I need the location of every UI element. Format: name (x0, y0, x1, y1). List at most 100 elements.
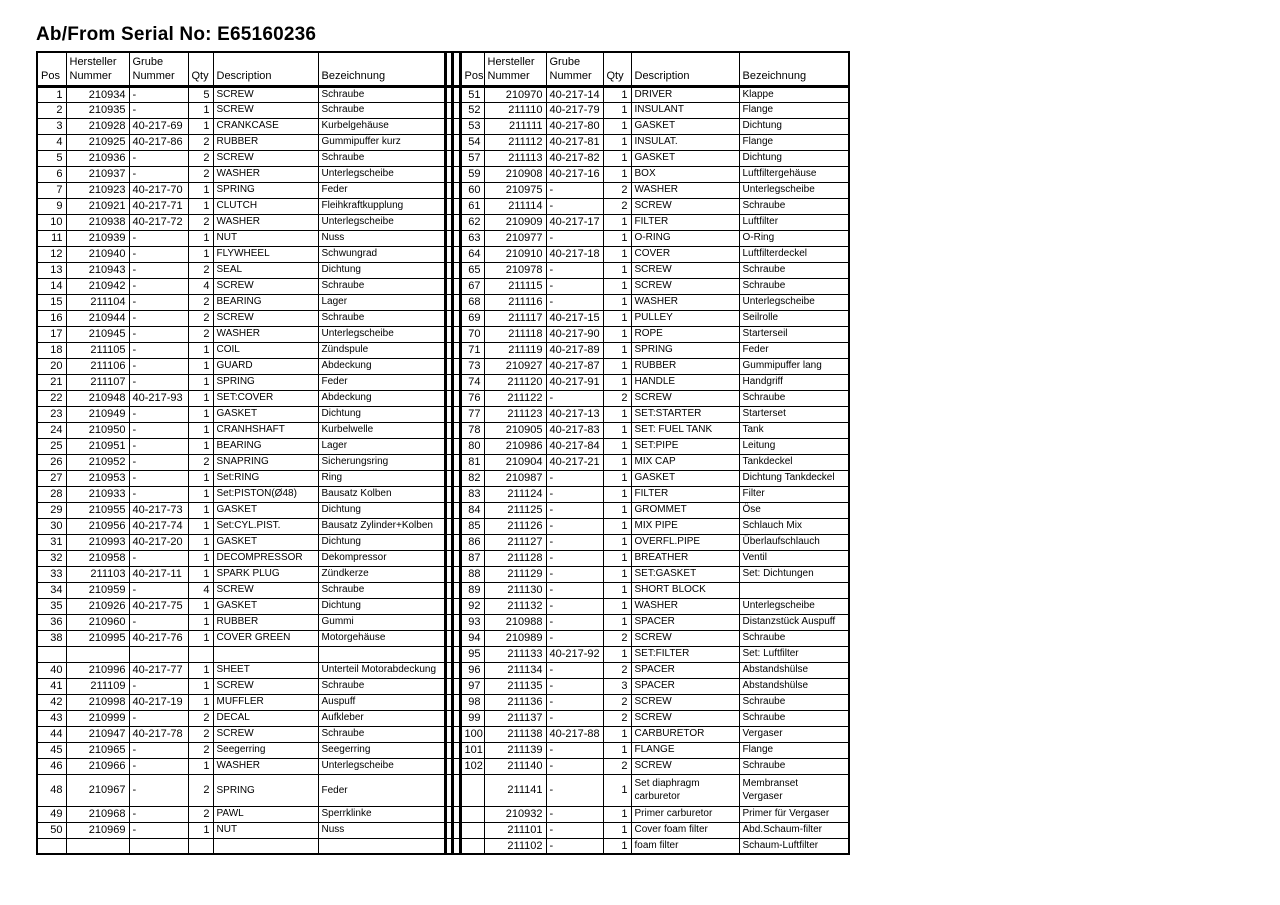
cell-pos: 99 (459, 709, 485, 727)
cell-bezeichnung: Flange (738, 741, 850, 759)
cell-bezeichnung: Feder (317, 373, 446, 391)
cell-grube-nummer: 40-217-21 (545, 453, 604, 471)
cell-qty: 1 (602, 213, 632, 231)
header-qty: Qty (602, 51, 632, 88)
cell-description: WASHER (212, 213, 319, 231)
cell-bezeichnung: Starterseil (738, 325, 850, 343)
cell-pos: 25 (36, 437, 67, 455)
cell-qty: 1 (602, 117, 632, 135)
cell-hersteller-nummer: 210977 (483, 229, 547, 247)
cell-bezeichnung: Schraube (317, 149, 446, 167)
cell-pos: 86 (459, 533, 485, 551)
cell-hersteller-nummer: 211136 (483, 693, 547, 711)
cell-pos: 34 (36, 581, 67, 599)
separator-cell (450, 229, 462, 247)
separator-cell (443, 677, 454, 695)
cell-qty: 1 (187, 597, 214, 615)
cell-pos: 57 (459, 149, 485, 167)
cell-grube-nummer: - (128, 469, 189, 487)
cell-description: SET:STARTER (630, 405, 740, 423)
cell-hersteller-nummer: 210953 (65, 469, 130, 487)
cell-bezeichnung: Flange (738, 133, 850, 151)
cell-hersteller-nummer: 210927 (483, 357, 547, 375)
cell-pos: 16 (36, 309, 67, 327)
cell-pos: 26 (36, 453, 67, 471)
cell-grube-nummer: 40-217-79 (545, 101, 604, 119)
cell-description: SCREW (212, 725, 319, 743)
separator-cell (443, 197, 454, 215)
cell-grube-nummer: - (545, 613, 604, 631)
cell-description: ROPE (630, 325, 740, 343)
cell-pos: 30 (36, 517, 67, 535)
cell-grube-nummer: 40-217-16 (545, 165, 604, 183)
cell-grube-nummer: 40-217-84 (545, 437, 604, 455)
cell-pos: 31 (36, 533, 67, 551)
cell-pos: 68 (459, 293, 485, 311)
separator-cell (450, 293, 462, 311)
cell-description: WASHER (212, 757, 319, 775)
cell-pos: 64 (459, 245, 485, 263)
cell-qty: 1 (602, 309, 632, 327)
cell-description: SHORT BLOCK (630, 581, 740, 599)
cell-description: CRANHSHAFT (212, 421, 319, 439)
cell-qty: 1 (602, 165, 632, 183)
header-row: Pos Hersteller Nummer Grube Nummer Qty Descr… (36, 51, 850, 88)
separator-cell (450, 453, 462, 471)
cell-bezeichnung: Zündspule (317, 341, 446, 359)
cell-qty (187, 645, 214, 663)
separator-cell (443, 709, 454, 727)
cell-qty: 1 (187, 405, 214, 423)
table-row: 41 211109-1 SCREW Schraube 97 211135-3 SPACER A… (36, 677, 850, 695)
cell-hersteller-nummer: 210993 (65, 533, 130, 551)
cell-qty: 1 (187, 197, 214, 215)
cell-bezeichnung: Bausatz Kolben (317, 485, 446, 503)
table-row: 32 210958-1 DECOMPRESSOR Dekompressor 87 2111… (36, 549, 850, 567)
table-row: 43 210999-2 DECAL Aufkleber 99 211137-2 SCREW S… (36, 709, 850, 727)
cell-description: SCREW (630, 757, 740, 775)
cell-description: Seegerring (212, 741, 319, 759)
table-row: 31 210993 40-217-20 1 GASKET Dichtung 86 211127… (36, 533, 850, 551)
cell-hersteller-nummer: 210928 (65, 117, 130, 135)
cell-grube-nummer: - (545, 229, 604, 247)
cell-description: SPARK PLUG (212, 565, 319, 583)
table-row: 95 211133 40-217-92 1 SET:FILTER Set: Luftfil… (36, 645, 850, 663)
cell-pos: 48 (36, 773, 67, 807)
header-hersteller-nummer: Hersteller Nummer (483, 51, 547, 88)
cell-grube-nummer: - (545, 261, 604, 279)
separator-cell (450, 389, 462, 407)
cell-description: RUBBER (212, 613, 319, 631)
table-row: 4 210925 40-217-86 2 RUBBER Gummipuffer kurz 5… (36, 133, 850, 151)
cell-description: SHEET (212, 661, 319, 679)
cell-bezeichnung: Schraube (317, 277, 446, 295)
cell-hersteller-nummer: 210948 (65, 389, 130, 407)
cell-qty: 1 (187, 629, 214, 647)
cell-qty: 1 (602, 725, 632, 743)
cell-grube-nummer: - (128, 549, 189, 567)
cell-bezeichnung: Set: Dichtungen (738, 565, 850, 583)
table-row: 38 210995 40-217-76 1 COVER GREEN Motorgehäus… (36, 629, 850, 647)
cell-bezeichnung: Fleihkraftkupplung (317, 197, 446, 215)
cell-bezeichnung: Dichtung Tankdeckel (738, 469, 850, 487)
separator-cell (450, 437, 462, 455)
cell-hersteller-nummer: 210909 (483, 213, 547, 231)
cell-hersteller-nummer: 210955 (65, 501, 130, 519)
cell-pos: 23 (36, 405, 67, 423)
cell-pos: 20 (36, 357, 67, 375)
cell-grube-nummer: - (545, 629, 604, 647)
separator-cell (443, 133, 454, 151)
cell-bezeichnung: Schraube (738, 629, 850, 647)
cell-description: RUBBER (212, 133, 319, 151)
separator-cell (450, 581, 462, 599)
cell-qty: 1 (187, 757, 214, 775)
cell-grube-nummer: 40-217-86 (128, 133, 189, 151)
cell-qty: 1 (602, 373, 632, 391)
cell-description: SET:PIPE (630, 437, 740, 455)
separator-cell (443, 645, 454, 663)
cell-hersteller-nummer: 211138 (483, 725, 547, 743)
cell-qty: 1 (187, 485, 214, 503)
separator-cell (443, 661, 454, 679)
cell-hersteller-nummer: 211130 (483, 581, 547, 599)
cell-pos: 87 (459, 549, 485, 567)
cell-description: FLANGE (630, 741, 740, 759)
cell-grube-nummer: - (128, 149, 189, 167)
